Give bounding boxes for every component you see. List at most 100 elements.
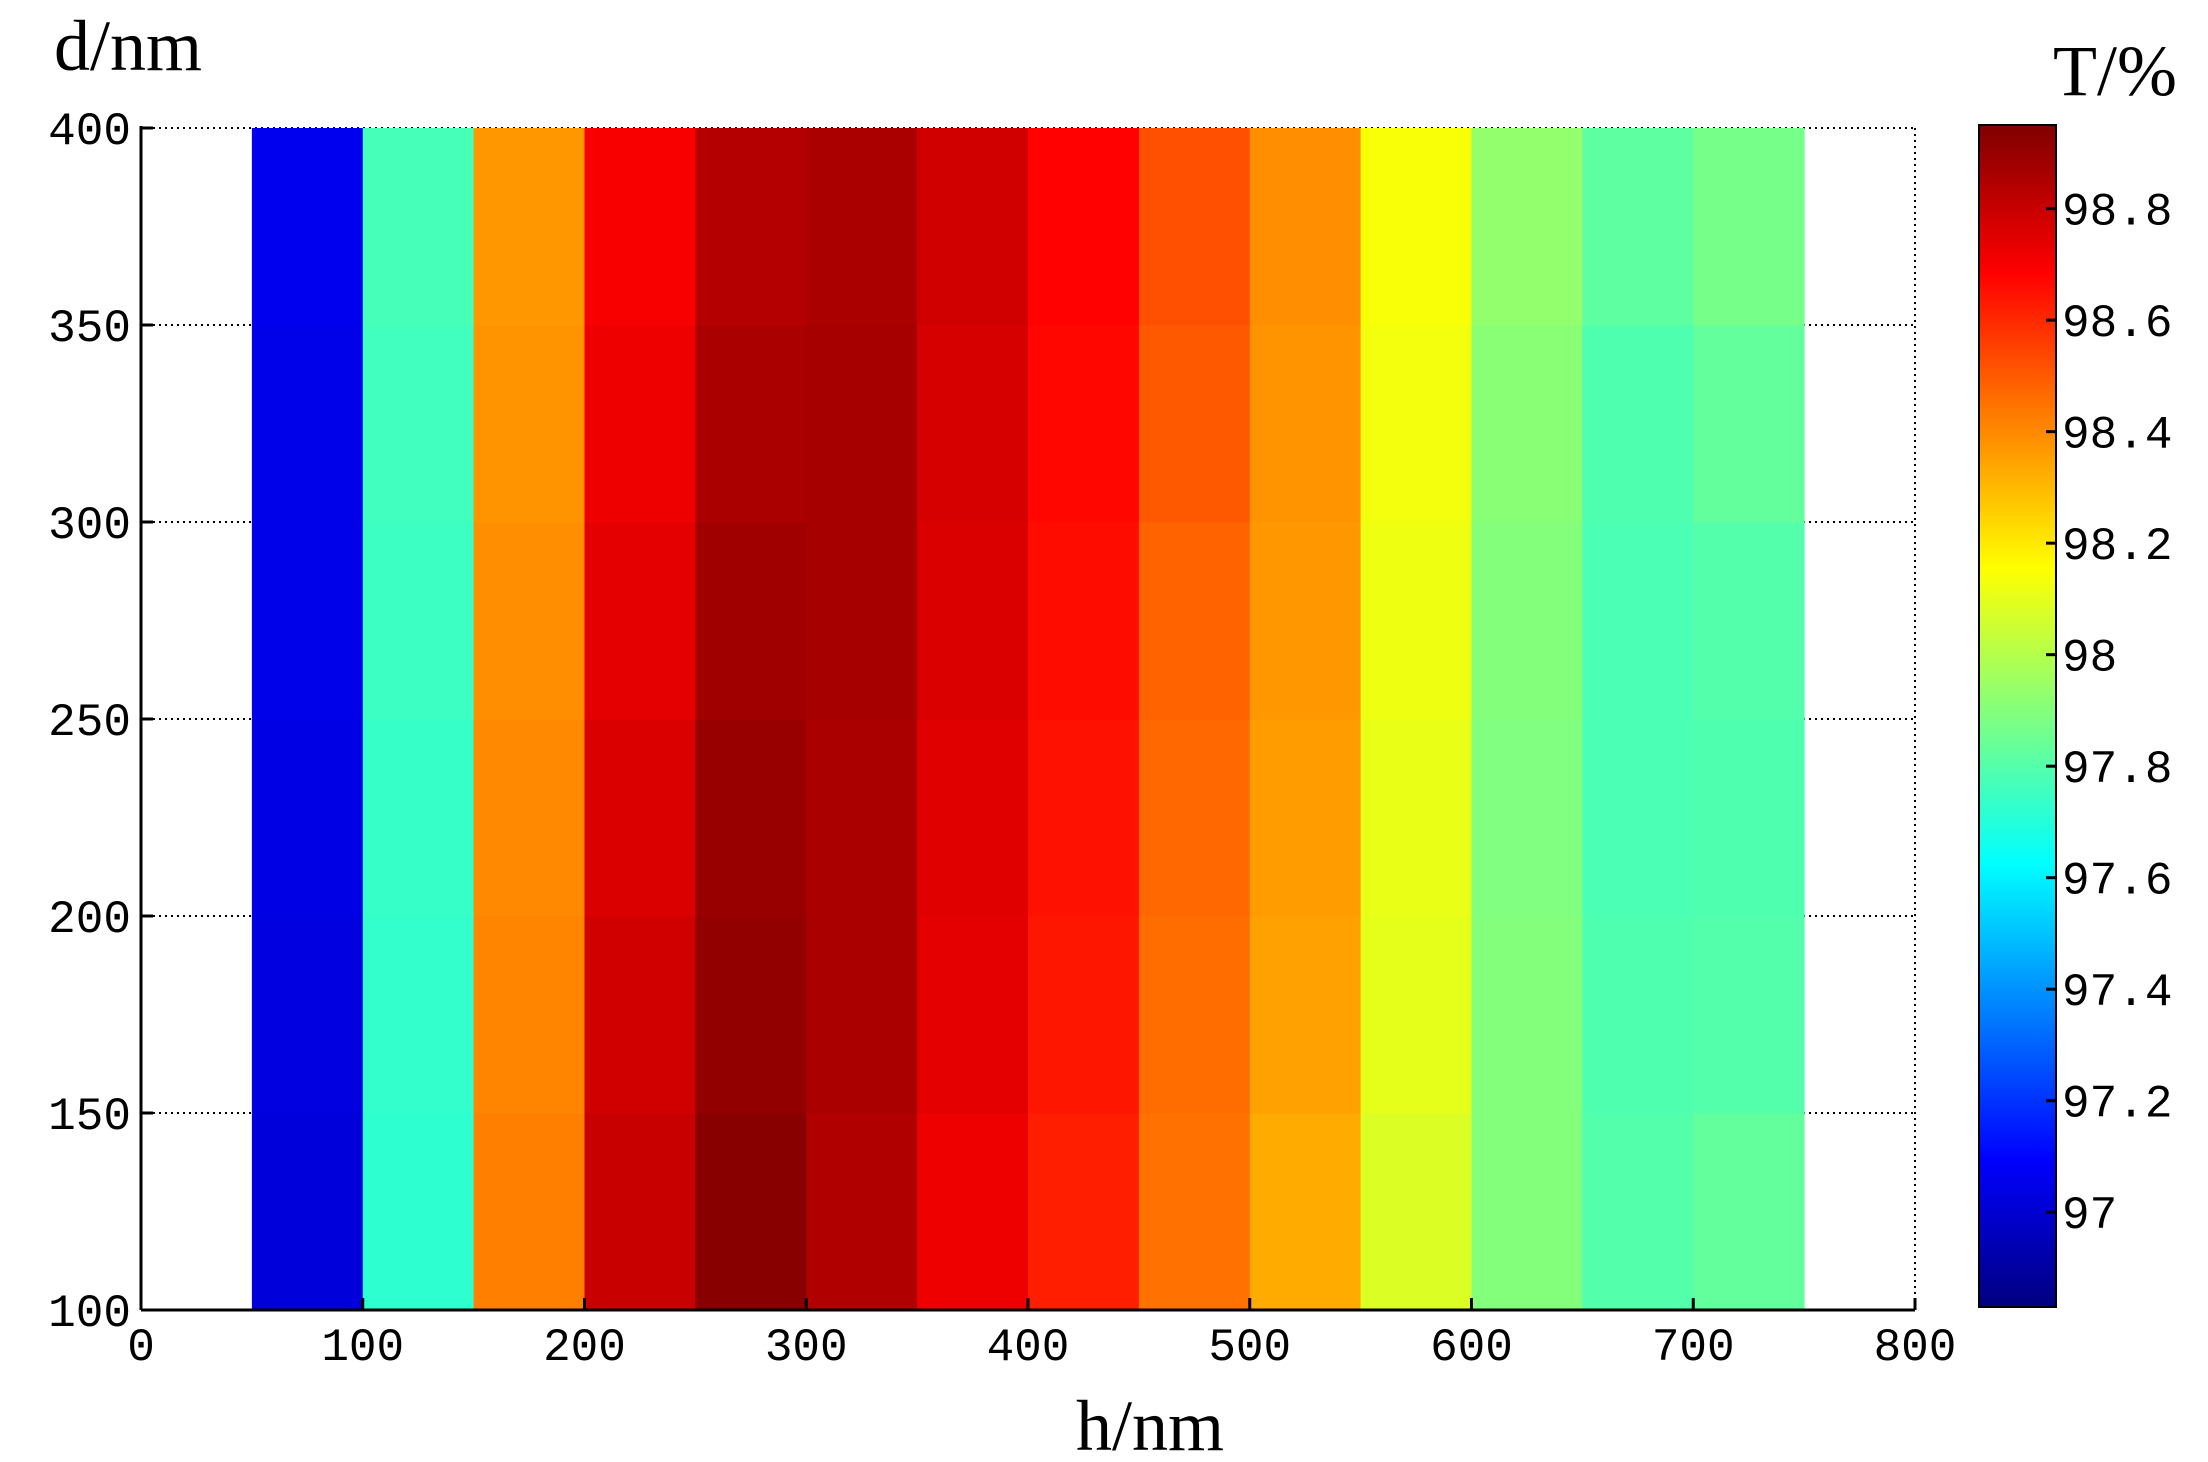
heatmap-cell [473, 916, 585, 1114]
heatmap-cell [1028, 128, 1140, 326]
heatmap-cell [1138, 325, 1251, 523]
heatmap-cell [1028, 916, 1140, 1114]
heatmap-cell [1360, 916, 1472, 1114]
y-tick-label: 150 [48, 1091, 131, 1143]
heatmap-cell [1028, 1113, 1140, 1311]
heatmap-cell [584, 916, 696, 1114]
x-tick-label: 100 [321, 1322, 404, 1374]
heatmap-cell [584, 128, 696, 326]
heatmap-cell [584, 719, 696, 917]
heatmap-cell [1360, 719, 1472, 917]
heatmap-cell [251, 128, 364, 326]
heatmap-cell [1693, 916, 1805, 1114]
heatmap-cell [584, 1113, 696, 1311]
heatmap-cell [362, 916, 475, 1114]
heatmap-cell [917, 916, 1029, 1114]
heatmap-cell [251, 916, 364, 1114]
heatmap-cell [1249, 1113, 1362, 1311]
heatmap-cell [806, 719, 918, 917]
x-tick-label: 800 [1874, 1322, 1957, 1374]
heatmap-cell [584, 325, 696, 523]
heatmap-cell [695, 325, 807, 523]
heatmap-cell [584, 522, 696, 720]
heatmap-cell [1582, 325, 1694, 523]
y-tick-label: 350 [48, 303, 131, 355]
x-tick-label: 200 [543, 1322, 626, 1374]
heatmap-cell [251, 1113, 364, 1311]
heatmap-cell [1249, 522, 1362, 720]
colorbar-tick-label: 98 [2062, 633, 2117, 685]
y-tick-label: 400 [48, 106, 131, 158]
heatmap-cell [806, 128, 918, 326]
heatmap-cell [1028, 719, 1140, 917]
heatmap-cell [1138, 522, 1251, 720]
heatmap-cell [1360, 1113, 1472, 1311]
y-tick-label: 250 [48, 697, 131, 749]
heatmap-cell [251, 522, 364, 720]
x-axis-label: h/nm [1076, 1386, 1224, 1462]
heatmap-cell [917, 719, 1029, 917]
heatmap-cell [1693, 719, 1805, 917]
heatmap-cell [1360, 128, 1472, 326]
heatmap-cell [1471, 916, 1583, 1114]
colorbar-tick-label: 98.4 [2062, 410, 2172, 462]
x-tick-label: 500 [1208, 1322, 1291, 1374]
heatmap-cell [473, 128, 585, 326]
heatmap-cell [1138, 719, 1251, 917]
colorbar-tick-label: 98.6 [2062, 298, 2172, 350]
heatmap-cell [1249, 325, 1362, 523]
colorbar-tick-label: 98.8 [2062, 187, 2172, 239]
colorbar-tick-label: 97.2 [2062, 1079, 2172, 1131]
heatmap-cell [1249, 916, 1362, 1114]
heatmap-cell [1138, 1113, 1251, 1311]
heatmap-cell [806, 916, 918, 1114]
heatmap-cell [917, 325, 1029, 523]
heatmap-cell [1138, 128, 1251, 326]
heatmap-cell [473, 325, 585, 523]
colorbar-tick-label: 97 [2062, 1190, 2117, 1242]
heatmap-cell [1582, 916, 1694, 1114]
heatmap-cell [806, 325, 918, 523]
y-tick-label: 100 [48, 1288, 131, 1340]
heatmap-cell [1249, 128, 1362, 326]
colorbar [1978, 124, 2057, 1308]
heatmap-cell [1471, 325, 1583, 523]
heatmap-cell [1138, 916, 1251, 1114]
heatmap-cell [1471, 128, 1583, 326]
y-tick-label: 300 [48, 500, 131, 552]
heatmap-cell [1471, 719, 1583, 917]
heatmap-cell [362, 1113, 475, 1311]
heatmap-cell [1471, 1113, 1583, 1311]
x-tick-label: 300 [765, 1322, 848, 1374]
heatmap-cell [251, 719, 364, 917]
heatmap-cell [917, 522, 1029, 720]
colorbar-label: T/% [2053, 31, 2177, 111]
heatmap-cell [1693, 1113, 1805, 1311]
heatmap-cell [1582, 1113, 1694, 1311]
colorbar-tick-label: 98.2 [2062, 521, 2172, 573]
heatmap-cell [473, 719, 585, 917]
heatmap-cell [695, 719, 807, 917]
heatmap-cell [1028, 522, 1140, 720]
x-tick-label: 400 [987, 1322, 1070, 1374]
heatmap-cell [251, 325, 364, 523]
colorbar-tick-label: 97.4 [2062, 967, 2172, 1019]
heatmap-cell [806, 1113, 918, 1311]
heatmap-cell [1360, 325, 1472, 523]
heatmap-cell [1471, 522, 1583, 720]
heatmap-cell [917, 1113, 1029, 1311]
heatmap-cell [1693, 522, 1805, 720]
heatmap-cell [1582, 719, 1694, 917]
y-axis-label: d/nm [54, 6, 202, 86]
heatmap-cell [1693, 128, 1805, 326]
heatmap-cell [473, 1113, 585, 1311]
heatmap-cell [917, 128, 1029, 326]
heatmap-cell [362, 325, 475, 523]
heatmap-cell [695, 1113, 807, 1311]
x-tick-label: 700 [1652, 1322, 1735, 1374]
heatmap-cell [1249, 719, 1362, 917]
heatmap-cell [806, 522, 918, 720]
heatmap-cell [695, 916, 807, 1114]
